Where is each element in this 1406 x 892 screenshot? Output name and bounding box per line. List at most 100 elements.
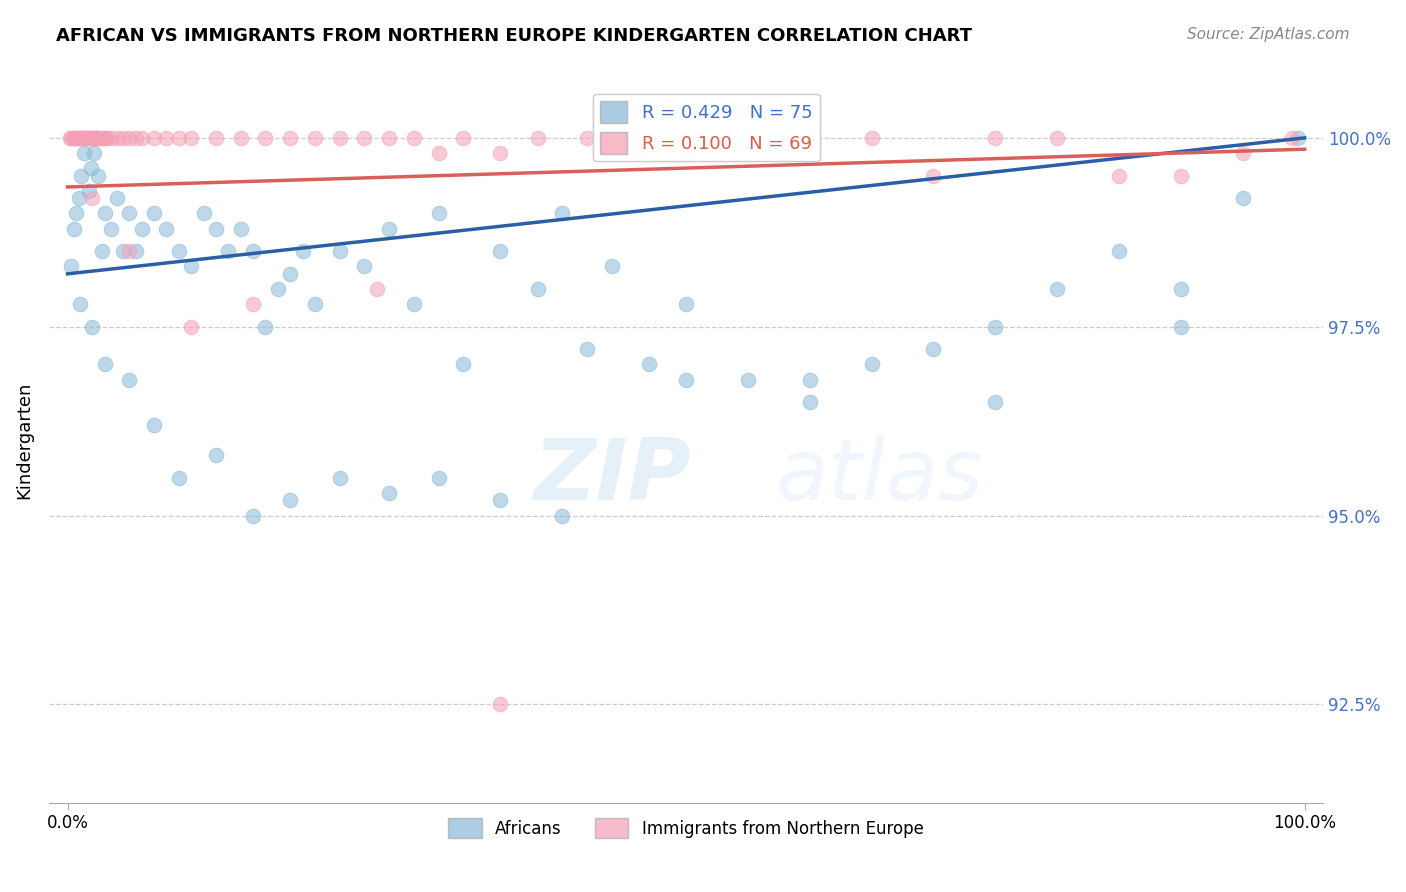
Point [93,358,115,372]
Point [124,131,146,145]
Point [551,508,574,523]
Point [118,373,141,387]
Point [638,358,661,372]
Point [304,297,326,311]
Point [402,131,425,145]
Point [80,161,103,175]
Point [70,131,93,145]
Point [84,131,107,145]
Point [576,131,599,145]
Point [675,373,697,387]
Point [576,343,599,357]
Point [84,131,107,145]
Point [600,260,623,274]
Point [242,297,264,311]
Point [143,417,166,432]
Point [1046,131,1069,145]
Point [278,493,301,508]
Point [1108,169,1130,183]
Point [402,297,425,311]
Point [1170,319,1192,334]
Point [229,221,252,235]
Text: AFRICAN VS IMMIGRANTS FROM NORTHERN EUROPE KINDERGARTEN CORRELATION CHART: AFRICAN VS IMMIGRANTS FROM NORTHERN EURO… [56,27,972,45]
Point [75,131,97,145]
Point [91,244,114,259]
Point [254,131,277,145]
Point [489,145,512,160]
Point [93,131,115,145]
Point [62,131,84,145]
Point [353,131,375,145]
Text: atlas: atlas [775,434,983,517]
Point [489,244,512,259]
Point [378,486,401,500]
Point [1281,131,1303,145]
Point [427,145,450,160]
Point [118,206,141,220]
Point [193,206,215,220]
Point [1232,145,1254,160]
Point [167,131,190,145]
Point [67,131,90,145]
Point [799,131,821,145]
Point [67,191,90,205]
Point [229,131,252,145]
Point [799,373,821,387]
Point [304,131,326,145]
Point [329,131,352,145]
Point [242,508,264,523]
Point [489,698,512,712]
Point [1046,282,1069,296]
Point [76,131,98,145]
Point [83,131,105,145]
Point [96,131,118,145]
Point [427,206,450,220]
Legend: R = 0.429   N = 75, R = 0.100   N = 69: R = 0.429 N = 75, R = 0.100 N = 69 [593,94,820,161]
Point [551,206,574,220]
Point [70,169,93,183]
Point [155,131,177,145]
Y-axis label: Kindergarten: Kindergarten [15,381,32,499]
Point [100,131,122,145]
Point [353,260,375,274]
Point [242,244,264,259]
Point [112,131,135,145]
Point [73,131,96,145]
Point [87,131,110,145]
Point [60,260,83,274]
Point [799,395,821,409]
Point [267,282,290,296]
Point [75,131,97,145]
Point [1286,131,1309,145]
Point [82,319,104,334]
Point [526,282,548,296]
Point [737,373,759,387]
Point [82,131,104,145]
Text: Source: ZipAtlas.com: Source: ZipAtlas.com [1187,27,1350,42]
Point [984,131,1007,145]
Point [72,131,94,145]
Point [217,244,239,259]
Point [83,131,105,145]
Point [118,131,141,145]
Point [79,131,101,145]
Point [105,131,128,145]
Point [922,343,945,357]
Point [1170,282,1192,296]
Point [1232,191,1254,205]
Point [526,131,548,145]
Point [83,145,105,160]
Point [155,221,177,235]
Point [278,131,301,145]
Point [860,358,883,372]
Point [93,131,115,145]
Point [124,244,146,259]
Point [675,297,697,311]
Point [167,471,190,485]
Point [80,131,103,145]
Point [86,131,108,145]
Point [82,191,104,205]
Point [105,191,128,205]
Point [143,131,166,145]
Point [984,395,1007,409]
